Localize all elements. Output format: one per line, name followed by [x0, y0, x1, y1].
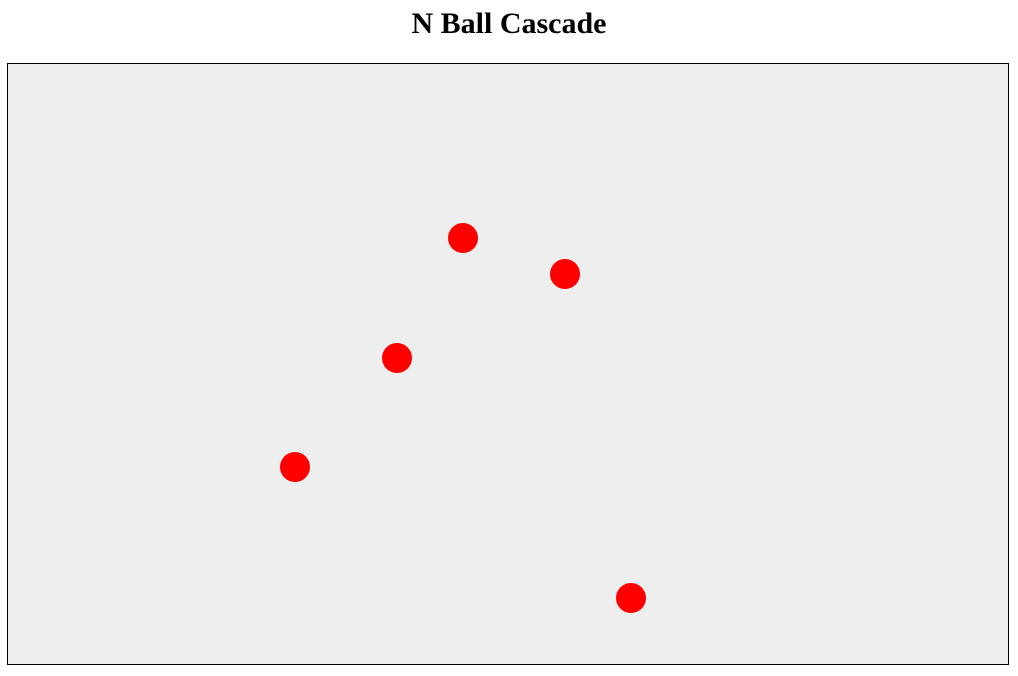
ball-4: [280, 452, 310, 482]
ball-1: [448, 223, 478, 253]
cascade-scene: [280, 223, 646, 613]
ball-5: [616, 583, 646, 613]
game-canvas[interactable]: [7, 63, 1009, 665]
page-title: N Ball Cascade: [411, 7, 607, 40]
ball-2: [550, 259, 580, 289]
ball-3: [382, 343, 412, 373]
